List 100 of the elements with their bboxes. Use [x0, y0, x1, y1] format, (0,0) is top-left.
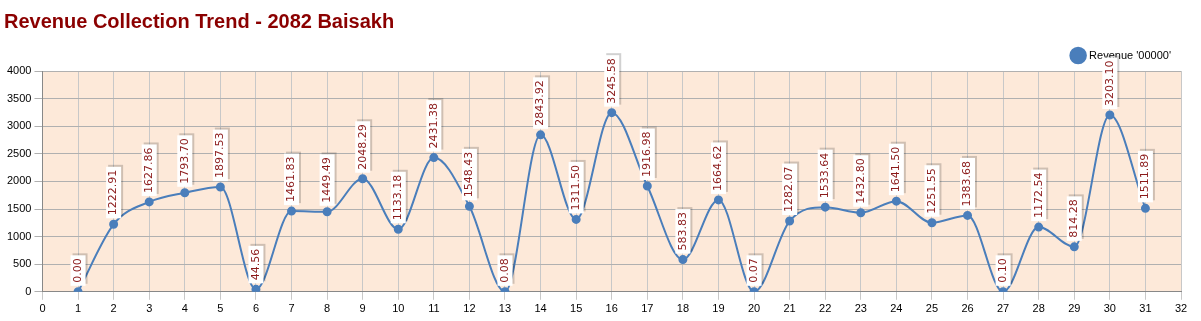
point	[144, 197, 154, 207]
point	[571, 214, 581, 224]
data-label: 1916.98	[640, 131, 654, 177]
x-tick-label: 30	[1103, 302, 1116, 315]
x-tick-label: 8	[324, 302, 331, 315]
point	[358, 174, 368, 184]
x-tick-label: 11	[428, 302, 440, 315]
y-tick-label: 1500	[6, 202, 32, 215]
data-label: 1627.86	[142, 147, 156, 193]
data-label: 814.28	[1067, 199, 1081, 238]
y-tick-label: 3000	[6, 119, 32, 132]
x-tick-label: 22	[819, 302, 832, 315]
y-tick-label: 1000	[6, 229, 32, 242]
x-tick-label: 17	[641, 302, 654, 315]
data-label: 1383.68	[960, 160, 974, 207]
x-tick-label: 24	[890, 302, 903, 315]
x-tick-label: 4	[181, 302, 188, 315]
point	[322, 207, 332, 217]
point	[607, 108, 617, 118]
data-label: 1133.18	[391, 174, 405, 221]
data-label: 1511.89	[1138, 153, 1152, 200]
point	[393, 224, 403, 234]
data-label: 1222.91	[106, 169, 120, 216]
x-tick-label: 12	[463, 302, 476, 315]
point	[642, 181, 652, 191]
x-tick-label: 21	[783, 302, 796, 315]
point	[109, 219, 119, 229]
x-tick-label: 15	[570, 302, 583, 315]
data-label: 1533.64	[818, 152, 832, 199]
x-tick-label: 28	[1032, 302, 1045, 315]
point	[856, 208, 866, 218]
x-tick-label: 23	[854, 302, 867, 315]
point	[1140, 203, 1150, 213]
y-tick-label: 500	[13, 257, 32, 270]
point	[464, 201, 474, 211]
point	[927, 218, 937, 228]
x-tick-label: 13	[498, 302, 512, 315]
y-tick-label: 4000	[6, 64, 32, 77]
x-tick-label: 19	[712, 302, 725, 315]
point	[287, 206, 297, 216]
point	[963, 210, 973, 220]
data-label: 1461.83	[284, 156, 298, 203]
data-label: 1641.50	[889, 146, 903, 193]
y-tick-label: 0	[25, 284, 32, 297]
point	[1034, 222, 1044, 232]
y-tick-label: 2000	[6, 174, 32, 187]
data-label: 0.00	[70, 258, 84, 283]
x-tick-label: 26	[961, 302, 974, 315]
point	[785, 216, 795, 226]
x-tick-label: 2	[110, 302, 117, 315]
data-label: 44.56	[248, 248, 262, 281]
point	[891, 196, 901, 206]
data-label: 2431.38	[426, 103, 440, 149]
data-label: 1432.80	[853, 158, 867, 204]
x-tick-label: 27	[996, 302, 1010, 315]
point	[1105, 110, 1115, 120]
point	[429, 153, 439, 163]
point	[1069, 242, 1079, 252]
data-label: 0.07	[746, 258, 760, 283]
data-label: 2843.92	[533, 80, 547, 126]
point	[251, 284, 261, 292]
x-tick-label: 31	[1139, 302, 1152, 315]
data-label: 1282.07	[782, 166, 796, 213]
x-tick-label: 9	[359, 302, 366, 315]
data-label: 0.08	[497, 258, 511, 283]
x-tick-label: 18	[676, 302, 690, 315]
data-label: 1548.43	[462, 151, 476, 198]
data-label: 1664.62	[711, 145, 725, 191]
x-tick-label: 10	[392, 302, 405, 315]
data-label: 1172.54	[1031, 172, 1045, 219]
data-label: 0.10	[995, 258, 1009, 283]
point	[180, 188, 190, 198]
x-tick-label: 20	[747, 302, 761, 315]
data-label: 583.83	[675, 212, 689, 251]
point	[678, 255, 688, 265]
y-tick-label: 3500	[6, 91, 32, 104]
data-label: 3245.58	[604, 58, 618, 104]
chart-title: Revenue Collection Trend - 2082 Baisakh	[4, 9, 395, 32]
point	[820, 202, 830, 212]
x-tick-label: 7	[288, 302, 295, 315]
x-tick-label: 5	[217, 302, 224, 315]
x-tick-label: 25	[925, 302, 939, 315]
data-label: 2048.29	[355, 124, 369, 170]
data-label: 3203.10	[1102, 60, 1116, 106]
x-tick-label: 3	[146, 302, 153, 315]
x-tick-label: 0	[39, 302, 46, 315]
point	[713, 195, 723, 205]
point	[536, 130, 546, 140]
data-label: 1311.50	[569, 164, 583, 211]
x-tick-label: 29	[1068, 302, 1081, 315]
data-label: 1449.49	[319, 157, 333, 203]
x-tick-label: 1	[74, 302, 82, 315]
x-tick-label: 16	[605, 302, 618, 315]
data-label: 1251.55	[924, 168, 938, 214]
x-tick-label: 32	[1174, 302, 1188, 315]
data-label: 1897.53	[213, 132, 227, 179]
x-tick-label: 6	[252, 302, 260, 315]
point	[215, 182, 225, 192]
y-tick-label: 2500	[6, 146, 32, 159]
data-label: 1793.70	[177, 138, 191, 184]
